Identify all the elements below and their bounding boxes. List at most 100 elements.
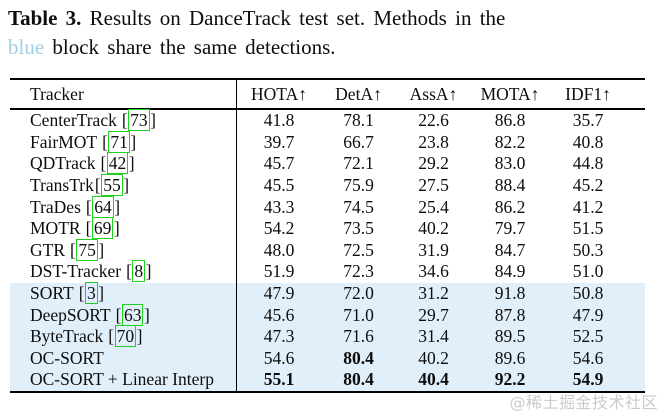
cell-assa: 25.4 xyxy=(418,196,449,217)
table-row: DeepSORT [63] 45.6 71.0 29.7 87.8 47.9 xyxy=(10,303,645,326)
cell-assa: 34.6 xyxy=(418,261,449,282)
tracker-cell: GTR [75] xyxy=(10,238,237,262)
citation-link[interactable]: [42] xyxy=(100,152,135,175)
cell-idf1: 54.6 xyxy=(572,347,604,368)
citation-number: 70 xyxy=(114,325,137,348)
bracket-open: [ xyxy=(121,110,128,131)
cell-deta: 72.1 xyxy=(343,153,374,174)
cell-deta: 72.0 xyxy=(343,283,374,304)
citation-link[interactable]: [55] xyxy=(94,174,130,197)
bracket-close: ] xyxy=(98,283,105,304)
cell-hota: 45.7 xyxy=(263,153,295,174)
cell-deta: 73.5 xyxy=(343,218,374,239)
cell-deta: 75.9 xyxy=(343,175,374,196)
bracket-open: [ xyxy=(70,239,76,260)
tracker-name: DST-Tracker xyxy=(30,261,122,282)
tracker-cell: CenterTrack [73] xyxy=(10,109,237,132)
column-header-assa: AssA↑ xyxy=(409,83,458,104)
table-row: DST-Tracker [8] 51.9 72.3 34.6 84.9 51.0 xyxy=(10,260,645,283)
tracker-cell: SORT [3] xyxy=(10,282,237,305)
cell-mota: 87.8 xyxy=(494,304,526,325)
table-header-row: Tracker HOTA↑ DetA↑ AssA↑ MOTA↑ IDF1↑ xyxy=(10,78,645,110)
cell-assa: 40.2 xyxy=(418,347,449,368)
bracket-open: [ xyxy=(108,326,115,347)
tracker-cell: DeepSORT [63] xyxy=(10,303,237,326)
cell-idf1: 50.3 xyxy=(572,239,604,260)
citation-link[interactable]: [73] xyxy=(121,109,156,132)
bracket-open: [ xyxy=(78,283,85,304)
cell-hota: 47.3 xyxy=(263,326,295,347)
citation-link[interactable]: [3] xyxy=(78,282,105,305)
caption-label: Table 3. xyxy=(8,6,82,30)
results-table: Tracker HOTA↑ DetA↑ AssA↑ MOTA↑ IDF1↑ Ce… xyxy=(10,78,645,393)
tracker-cell: OC-SORT xyxy=(10,347,237,370)
citation-number: 73 xyxy=(128,109,150,132)
table-row: ByteTrack [70] 47.3 71.6 31.4 89.5 52.5 xyxy=(10,325,645,348)
cell-assa: 31.4 xyxy=(418,326,449,347)
cell-assa: 23.8 xyxy=(418,131,449,152)
cell-idf1: 44.8 xyxy=(572,153,604,174)
table-row: TraDes [64] 43.3 74.5 25.4 86.2 41.2 xyxy=(10,195,645,218)
citation-link[interactable]: [64] xyxy=(86,195,120,218)
tracker-name: GTR xyxy=(30,239,65,260)
table-row: TransTrk [55] 45.5 75.9 27.5 88.4 45.2 xyxy=(10,174,645,197)
tracker-name: MOTR xyxy=(30,218,81,239)
citation-number: 71 xyxy=(108,130,130,153)
tracker-name: TraDes xyxy=(30,196,81,217)
tracker-cell: DST-Tracker [8] xyxy=(10,260,237,283)
cell-hota: 45.5 xyxy=(263,175,295,196)
cell-mota: 84.7 xyxy=(494,239,526,260)
citation-number: 8 xyxy=(132,260,146,283)
cell-mota: 84.9 xyxy=(494,261,526,282)
cell-mota: 86.2 xyxy=(494,196,526,217)
bracket-open: [ xyxy=(100,153,107,174)
bracket-close: ] xyxy=(123,175,130,196)
citation-link[interactable]: [70] xyxy=(108,325,142,348)
bracket-open: [ xyxy=(94,175,101,196)
cell-idf1: 54.9 xyxy=(572,369,604,390)
citation-number: 42 xyxy=(106,152,129,175)
cell-assa: 31.9 xyxy=(418,239,449,260)
table-row: QDTrack [42] 45.7 72.1 29.2 83.0 44.8 xyxy=(10,152,645,175)
citation-number: 3 xyxy=(85,282,98,305)
tracker-cell: FairMOT [71] xyxy=(10,130,237,154)
table-row: OC-SORT 54.6 80.4 40.2 89.6 54.6 xyxy=(10,347,645,370)
cell-deta: 72.5 xyxy=(343,239,374,260)
citation-link[interactable]: [71] xyxy=(102,130,136,153)
citation-link[interactable]: [75] xyxy=(70,238,104,261)
column-header-tracker: Tracker xyxy=(10,80,237,108)
table-row: OC-SORT + Linear Interp 55.1 80.4 40.4 9… xyxy=(10,369,645,391)
column-header-mota: MOTA↑ xyxy=(480,83,540,104)
cell-hota: 54.2 xyxy=(263,218,295,239)
cell-idf1: 51.5 xyxy=(572,218,604,239)
column-header-idf1: IDF1↑ xyxy=(565,83,611,104)
citation-link[interactable]: [8] xyxy=(126,260,151,283)
table-row: SORT [3] 47.9 72.0 31.2 91.8 50.8 xyxy=(10,282,645,305)
cell-mota: 92.2 xyxy=(494,369,526,390)
table-row: FairMOT [71] 39.7 66.7 23.8 82.2 40.8 xyxy=(10,130,645,154)
citation-link[interactable]: [63] xyxy=(116,303,150,326)
cell-assa: 40.4 xyxy=(418,369,449,390)
tracker-name: OC-SORT + Linear Interp xyxy=(30,369,214,390)
bracket-close: ] xyxy=(143,304,150,325)
citation-link[interactable]: [69] xyxy=(86,217,120,240)
cell-assa: 29.2 xyxy=(418,153,449,174)
cell-hota: 48.0 xyxy=(263,239,295,260)
cell-idf1: 51.0 xyxy=(572,261,604,282)
table-caption: Table 3. Results on DanceTrack test set.… xyxy=(8,4,656,62)
cell-mota: 79.7 xyxy=(494,218,526,239)
tracker-name: QDTrack xyxy=(30,153,96,174)
cell-assa: 29.7 xyxy=(418,304,449,325)
cell-hota: 39.7 xyxy=(263,131,295,152)
caption-blue-word: blue xyxy=(8,35,45,59)
bracket-close: ] xyxy=(150,110,156,131)
cell-hota: 47.9 xyxy=(263,283,295,304)
cell-hota: 54.6 xyxy=(263,347,295,368)
cell-mota: 89.6 xyxy=(494,347,526,368)
citation-number: 55 xyxy=(101,174,123,197)
cell-deta: 66.7 xyxy=(343,131,374,152)
table-row: MOTR [69] 54.2 73.5 40.2 79.7 51.5 xyxy=(10,217,645,240)
tracker-name: CenterTrack xyxy=(30,110,117,131)
cell-assa: 40.2 xyxy=(418,218,449,239)
cell-idf1: 35.7 xyxy=(572,110,604,131)
